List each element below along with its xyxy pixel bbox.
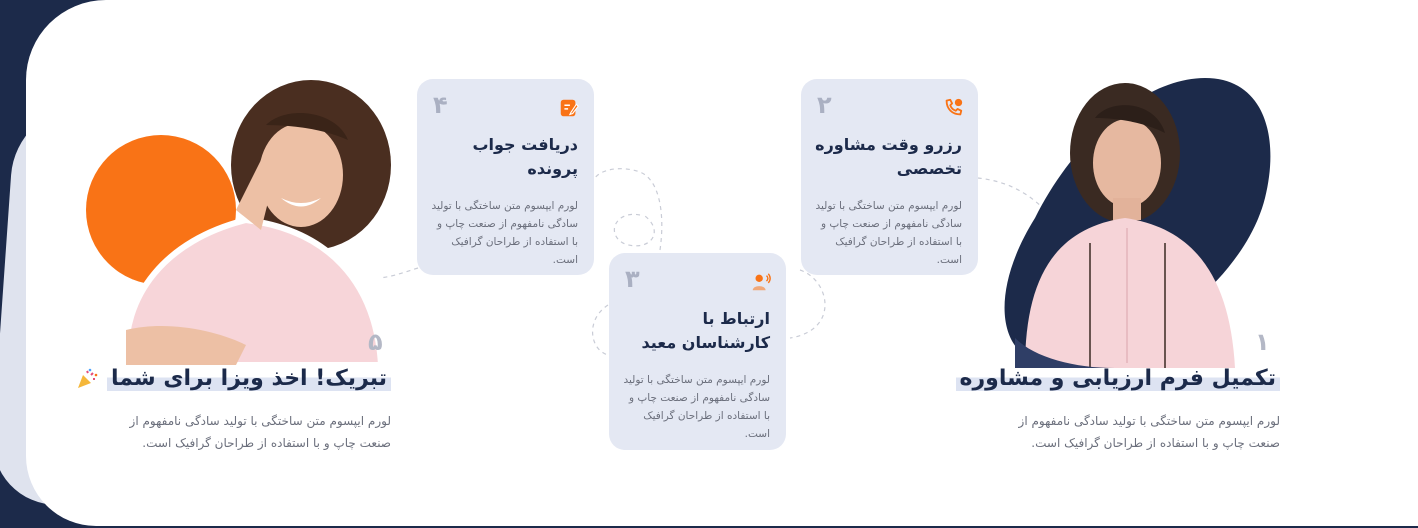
step-1-title: تکمیل فرم ارزیابی و مشاوره <box>955 366 1280 391</box>
step-5-description: لورم ایپسوم متن ساختگی با تولید سادگی نا… <box>129 414 391 450</box>
step-3-title: ارتباط با کارشناسان معید <box>641 309 770 352</box>
step-1-description: لورم ایپسوم متن ساختگی با تولید سادگی نا… <box>1018 414 1280 450</box>
step-1-title-text: تکمیل فرم ارزیابی و مشاوره <box>955 366 1280 391</box>
step-2-description: لورم ایپسوم متن ساختگی با تولید سادگی نا… <box>815 200 962 266</box>
step-1-number: ۱ <box>1255 328 1270 356</box>
consultant-photo-right <box>1004 78 1271 368</box>
step-2-title: رزرو وقت مشاوره تخصصی <box>815 135 962 178</box>
consultant-photo-left <box>86 80 391 365</box>
step-4-card: ۴ دریافت جواب پرونده لورم ایپسوم متن ساخ… <box>417 79 594 275</box>
step-4-number: ۴ <box>433 91 448 119</box>
step-2-number: ۲ <box>817 91 832 119</box>
step-2-card: ۲ رزرو وقت مشاوره تخصصی لورم ایپسوم متن … <box>801 79 978 275</box>
person-speaking-icon <box>752 273 771 291</box>
step-5-number: ۵ <box>368 328 383 356</box>
step-3-card: ۳ ارتباط با کارشناسان معید لورم ایپسوم م… <box>609 253 786 450</box>
step-5-title: تبریک! اخذ ویزا برای شما <box>78 366 391 391</box>
document-edit-icon <box>560 99 579 117</box>
step-3-number: ۳ <box>625 265 640 293</box>
step-4-description: لورم ایپسوم متن ساختگی با تولید سادگی نا… <box>431 200 578 266</box>
step-5-title-text: تبریک! اخذ ویزا برای شما <box>107 366 391 391</box>
party-popper-icon <box>78 368 98 388</box>
phone-call-icon <box>945 98 963 116</box>
step-3-description: لورم ایپسوم متن ساختگی با تولید سادگی نا… <box>623 374 770 440</box>
step-4-title: دریافت جواب پرونده <box>472 135 578 178</box>
